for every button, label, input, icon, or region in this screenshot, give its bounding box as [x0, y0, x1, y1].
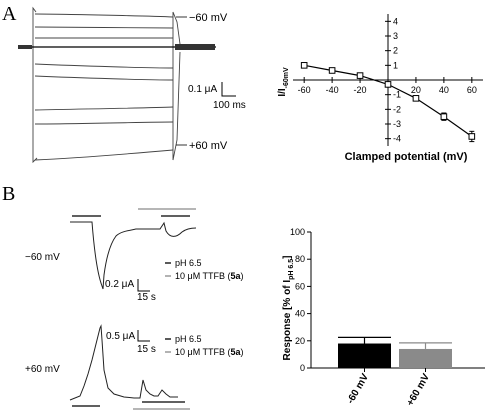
iv-point	[328, 67, 336, 74]
bar-y-tick-label: 100	[290, 227, 305, 237]
iv-y-tick-label: 1	[393, 60, 398, 70]
panel-a-tail-band	[175, 44, 215, 50]
legend-ttfb-bold-top: 5a	[231, 271, 242, 281]
row-label-bottom: +60 mV	[25, 364, 60, 375]
bar-categories: -60 mV +60 mV	[345, 368, 432, 408]
trace-label-bottom: +60 mV	[189, 140, 228, 152]
row-label-top: −60 mV	[25, 252, 60, 263]
iv-point	[412, 95, 420, 102]
iv-x-tick-label: -60	[298, 85, 311, 95]
iv-y-label-main: I/I	[277, 88, 288, 97]
legend-ttfb-bold-bottom: 5a	[231, 347, 242, 357]
scale-bottom-current: 0.5 μA	[106, 331, 135, 342]
panel-a-scale-time: 100 ms	[213, 100, 246, 111]
bar-y-tick-label: 40	[295, 309, 305, 319]
bar-y-label: Response [% of IpH 6.5]	[282, 256, 295, 361]
bar-y-label-end: ]	[282, 256, 293, 259]
trace-level-5	[34, 75, 174, 81]
scale-top-current: 0.2 μA	[105, 279, 134, 290]
panel-a-head-band	[18, 45, 32, 49]
iv-x-tick-label: 60	[467, 85, 477, 95]
bar-y-tick-label: 0	[300, 363, 305, 373]
trace-level-8	[34, 149, 174, 161]
iv-x-ticks: -60 -40 -20 20 40 60	[298, 77, 477, 95]
bar-bars	[338, 336, 452, 368]
bar-category-label: -60 mV	[345, 372, 371, 406]
iv-point	[440, 113, 448, 120]
bar-plot: 0 20 40 60 80 100 -60 mV +60 mV Response [% of…	[282, 227, 485, 408]
iv-plot: -60 -40 -20 20 40 60 -4 -3 -2 -1 1 2 3 4 Clamped pot…	[277, 14, 483, 163]
legend-ttfb-prefix-top: 10 μM TTFB (	[175, 271, 231, 281]
trace-level-7	[34, 121, 174, 125]
iv-y-tick-label: 2	[393, 46, 398, 56]
bar-category-label: +60 mV	[405, 372, 432, 408]
bar-y-label-sub: pH 6.5	[288, 259, 295, 280]
iv-y-tick-label: -2	[393, 104, 401, 114]
legend-ttfb-top: 10 μM TTFB (5a)	[175, 271, 244, 281]
bar	[338, 343, 391, 368]
iv-y-tick-label: 4	[393, 16, 398, 26]
iv-point	[356, 72, 364, 79]
trace-level-1	[34, 13, 174, 18]
iv-y-label: I/I-60mV	[277, 67, 290, 97]
iv-point	[300, 62, 308, 69]
iv-x-tick-label: 40	[439, 85, 449, 95]
bar-y-tick-label: 80	[295, 254, 305, 264]
trace-b-minus60	[70, 221, 197, 290]
panel-b-scale-top	[137, 279, 150, 292]
legend-ph-top: pH 6.5	[175, 258, 202, 268]
iv-y-label-sub: -60mV	[283, 67, 290, 88]
legend-ttfb-suffix-top: )	[241, 271, 244, 281]
trace-onset-spike-up	[32, 6, 37, 48]
bar-y-tick-label: 20	[295, 336, 305, 346]
trace-b-plus60	[69, 324, 178, 401]
bar-y-label-main: Response [% of I	[282, 280, 293, 361]
iv-x-tick-label: -40	[326, 85, 339, 95]
legend-ttfb-prefix-bottom: 10 μM TTFB (	[175, 347, 231, 357]
iv-y-tick-label: -4	[393, 134, 401, 144]
panel-b-scale-bottom	[137, 330, 150, 342]
panel-a-letter: A	[2, 3, 17, 25]
iv-point	[384, 81, 392, 88]
panel-a-current-traces	[32, 6, 181, 164]
trace-onset-spike-down	[32, 48, 38, 164]
scale-bottom-time: 15 s	[137, 344, 156, 355]
iv-point	[468, 133, 476, 140]
legend-ph-bottom: pH 6.5	[175, 334, 202, 344]
panel-b-letter: B	[2, 183, 15, 205]
bar	[399, 348, 452, 368]
trace-offset-spike-down	[172, 48, 181, 161]
legend-ttfb-bottom: 10 μM TTFB (5a)	[175, 347, 244, 357]
panel-a-scale-current: 0.1 μA	[188, 84, 217, 95]
scale-top-time: 15 s	[137, 292, 156, 303]
iv-x-tick-label: 20	[411, 85, 421, 95]
trace-level-2	[34, 26, 174, 29]
iv-y-tick-label: 3	[393, 31, 398, 41]
trace-level-4	[34, 63, 174, 69]
trace-label-top: −60 mV	[189, 12, 228, 24]
bar-y-tick-label: 60	[295, 281, 305, 291]
iv-x-tick-label: -20	[354, 85, 367, 95]
trace-offset-spike-up	[172, 11, 181, 48]
panel-a-scale-bar	[221, 82, 236, 97]
iv-y-tick-label: -3	[393, 119, 401, 129]
iv-y-tick-label: -1	[393, 90, 401, 100]
iv-points	[300, 62, 476, 140]
legend-ttfb-suffix-bottom: )	[241, 347, 244, 357]
iv-y-ticks: -4 -3 -2 -1 1 2 3 4	[385, 16, 401, 144]
trace-level-6	[34, 106, 174, 111]
bar-y-ticks: 0 20 40 60 80 100	[290, 227, 311, 373]
iv-x-label: Clamped potential (mV)	[345, 151, 468, 163]
